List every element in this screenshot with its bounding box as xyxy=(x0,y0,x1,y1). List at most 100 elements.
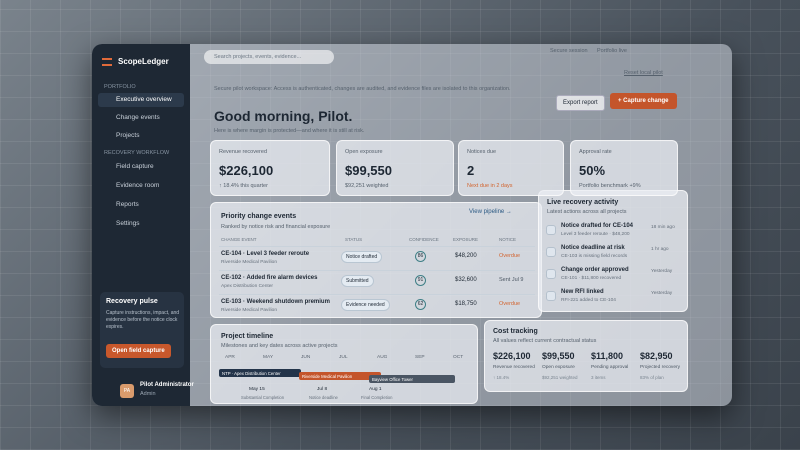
export-button[interactable]: Export report xyxy=(556,95,605,111)
column-header: NOTICE xyxy=(499,237,517,242)
activity-detail: Level 3 feeder reroute · $48,200 xyxy=(561,232,630,237)
panel-title: Cost tracking xyxy=(493,328,538,335)
status-pill: Submitted xyxy=(341,275,374,287)
month-label: JUN xyxy=(301,355,311,360)
nav-item[interactable]: Field capture xyxy=(116,163,154,170)
confidence: 62 xyxy=(415,299,426,310)
kpi-note: ↑ 18.4% this quarter xyxy=(219,183,268,189)
panel-title: Live recovery activity xyxy=(547,199,619,206)
activity-title: Notice deadline at risk xyxy=(561,245,625,251)
user-name: Pilot Administrator xyxy=(140,382,194,388)
nav-item[interactable]: Reports xyxy=(116,201,139,208)
activity-detail: RFI-221 added to CE-104 xyxy=(561,298,616,303)
cost-note: 83% of plan xyxy=(640,375,664,380)
kpi-note: Portfolio benchmark +9% xyxy=(579,183,641,189)
activity-title: New RFI linked xyxy=(561,289,604,295)
project-name: Riverside Medical Pavilion xyxy=(221,308,277,313)
reset-link[interactable]: Reset local pilot xyxy=(624,70,663,76)
activity-icon xyxy=(546,247,556,257)
kpi-card: Approval rate 50% Portfolio benchmark +9% xyxy=(570,140,678,196)
nav-item[interactable]: Evidence room xyxy=(116,182,160,189)
month-label: AUG xyxy=(377,355,388,360)
app-window: ScopeLedger PORTFOLIO RECOVERY WORKFLOW … xyxy=(92,44,732,406)
kpi-value: $226,100 xyxy=(219,163,274,178)
column-header: STATUS xyxy=(345,237,363,242)
milestone-label: Substantial Completion xyxy=(241,395,285,400)
project-name: Apex Distribution Center xyxy=(221,284,273,289)
open-field-capture[interactable]: Open field capture xyxy=(106,344,171,358)
nav-item[interactable]: Change events xyxy=(116,114,160,121)
recovery-pulse: Recovery pulse Capture instructions, imp… xyxy=(100,292,184,368)
confidence: 91 xyxy=(415,275,426,286)
avatar: PA xyxy=(120,384,134,398)
notice: Overdue xyxy=(499,253,521,259)
activity-detail: CE-101 · $11,800 recovered xyxy=(561,276,622,281)
exposure: $48,200 xyxy=(455,253,477,259)
milestone-label: Final Completion xyxy=(361,395,393,400)
kpi-value: 2 xyxy=(467,163,475,178)
activity-title: Change order approved xyxy=(561,267,629,273)
nav-item[interactable]: Settings xyxy=(116,220,140,227)
row-line xyxy=(219,294,535,295)
activity-icon xyxy=(546,269,556,279)
activity-time: 1 hr ago xyxy=(651,247,669,252)
sidebar: ScopeLedger PORTFOLIO RECOVERY WORKFLOW … xyxy=(92,44,194,406)
milestone-date: May 15 xyxy=(249,387,265,392)
activity-time: Yesterday xyxy=(651,291,673,296)
project-name: Riverside Medical Pavilion xyxy=(221,260,277,265)
section-label: PORTFOLIO xyxy=(104,84,136,90)
cost-note: $92,251 weighted xyxy=(542,375,578,380)
nav-active xyxy=(98,93,184,107)
event-name: CE-104 · Level 3 feeder reroute xyxy=(221,251,310,257)
month-label: MAY xyxy=(263,355,274,360)
nav-item[interactable]: Executive overview xyxy=(116,96,172,103)
capture-button[interactable]: + Capture change xyxy=(610,93,677,109)
timeline-bar: Riverside Medical Pavilion xyxy=(299,372,381,380)
cost-value: $82,950 xyxy=(640,351,673,361)
panel-subtitle: Ranked by notice risk and financial expo… xyxy=(221,224,331,230)
brand: ScopeLedger xyxy=(118,57,169,66)
activity-detail: CE-103 is missing field records xyxy=(561,254,628,259)
cost-label: Pending approval xyxy=(591,365,629,370)
cost-value: $99,550 xyxy=(542,351,575,361)
month-label: OCT xyxy=(453,355,464,360)
cost-label: Revenue recovered xyxy=(493,365,535,370)
column-header: CONFIDENCE xyxy=(409,237,439,242)
pulse-text: Capture instructions, impact, and eviden… xyxy=(106,310,180,330)
row-line xyxy=(219,246,535,247)
panel-subtitle: Latest actions across all projects xyxy=(547,209,627,215)
greeting-subtitle: Here is where margin is protected—and wh… xyxy=(214,128,365,134)
status: Portfolio live xyxy=(597,48,627,54)
status-pill: Notice drafted xyxy=(341,251,383,263)
activity-panel: Live recovery activity Latest actions ac… xyxy=(538,190,688,312)
panel-subtitle: Milestones and key dates across active p… xyxy=(221,343,338,349)
cost-value: $226,100 xyxy=(493,351,531,361)
column-header: EXPOSURE xyxy=(453,237,479,242)
milestone-date: Aug 1 xyxy=(369,387,382,392)
month-label: APR xyxy=(225,355,235,360)
cost-panel: Cost tracking All values reflect current… xyxy=(484,320,688,392)
timeline-bar: NTP · Apex Distribution Center xyxy=(219,369,301,377)
month-label: JUL xyxy=(339,355,348,360)
kpi-note: $92,251 weighted xyxy=(345,183,389,189)
notice: Overdue xyxy=(499,301,521,307)
panel-title: Project timeline xyxy=(221,333,274,340)
search-box[interactable]: Search projects, events, evidence... xyxy=(204,50,334,64)
milestone-date: Jul 8 xyxy=(317,387,328,392)
kpi-card: Open exposure $99,550 $92,251 weighted xyxy=(336,140,454,196)
kpi-note: Next due in 2 days xyxy=(467,183,513,189)
kpi-card: Notices due 2 Next due in 2 days xyxy=(458,140,564,196)
banner-text: Secure pilot workspace: Access is authen… xyxy=(214,86,511,92)
panel-title: Priority change events xyxy=(221,213,297,220)
cost-note: 3 items xyxy=(591,375,606,380)
kpi-label: Approval rate xyxy=(579,149,612,155)
section-label: RECOVERY WORKFLOW xyxy=(104,150,170,156)
view-pipeline[interactable]: View pipeline → xyxy=(469,209,512,215)
cost-note: ↑ 18.4% xyxy=(493,375,510,380)
timeline-panel: Project timeline Milestones and key date… xyxy=(210,324,478,404)
nav-item[interactable]: Projects xyxy=(116,132,140,139)
exposure: $32,600 xyxy=(455,277,477,283)
exposure: $18,750 xyxy=(455,301,477,307)
timeline-bar: Bayview Office Tower xyxy=(369,375,455,383)
